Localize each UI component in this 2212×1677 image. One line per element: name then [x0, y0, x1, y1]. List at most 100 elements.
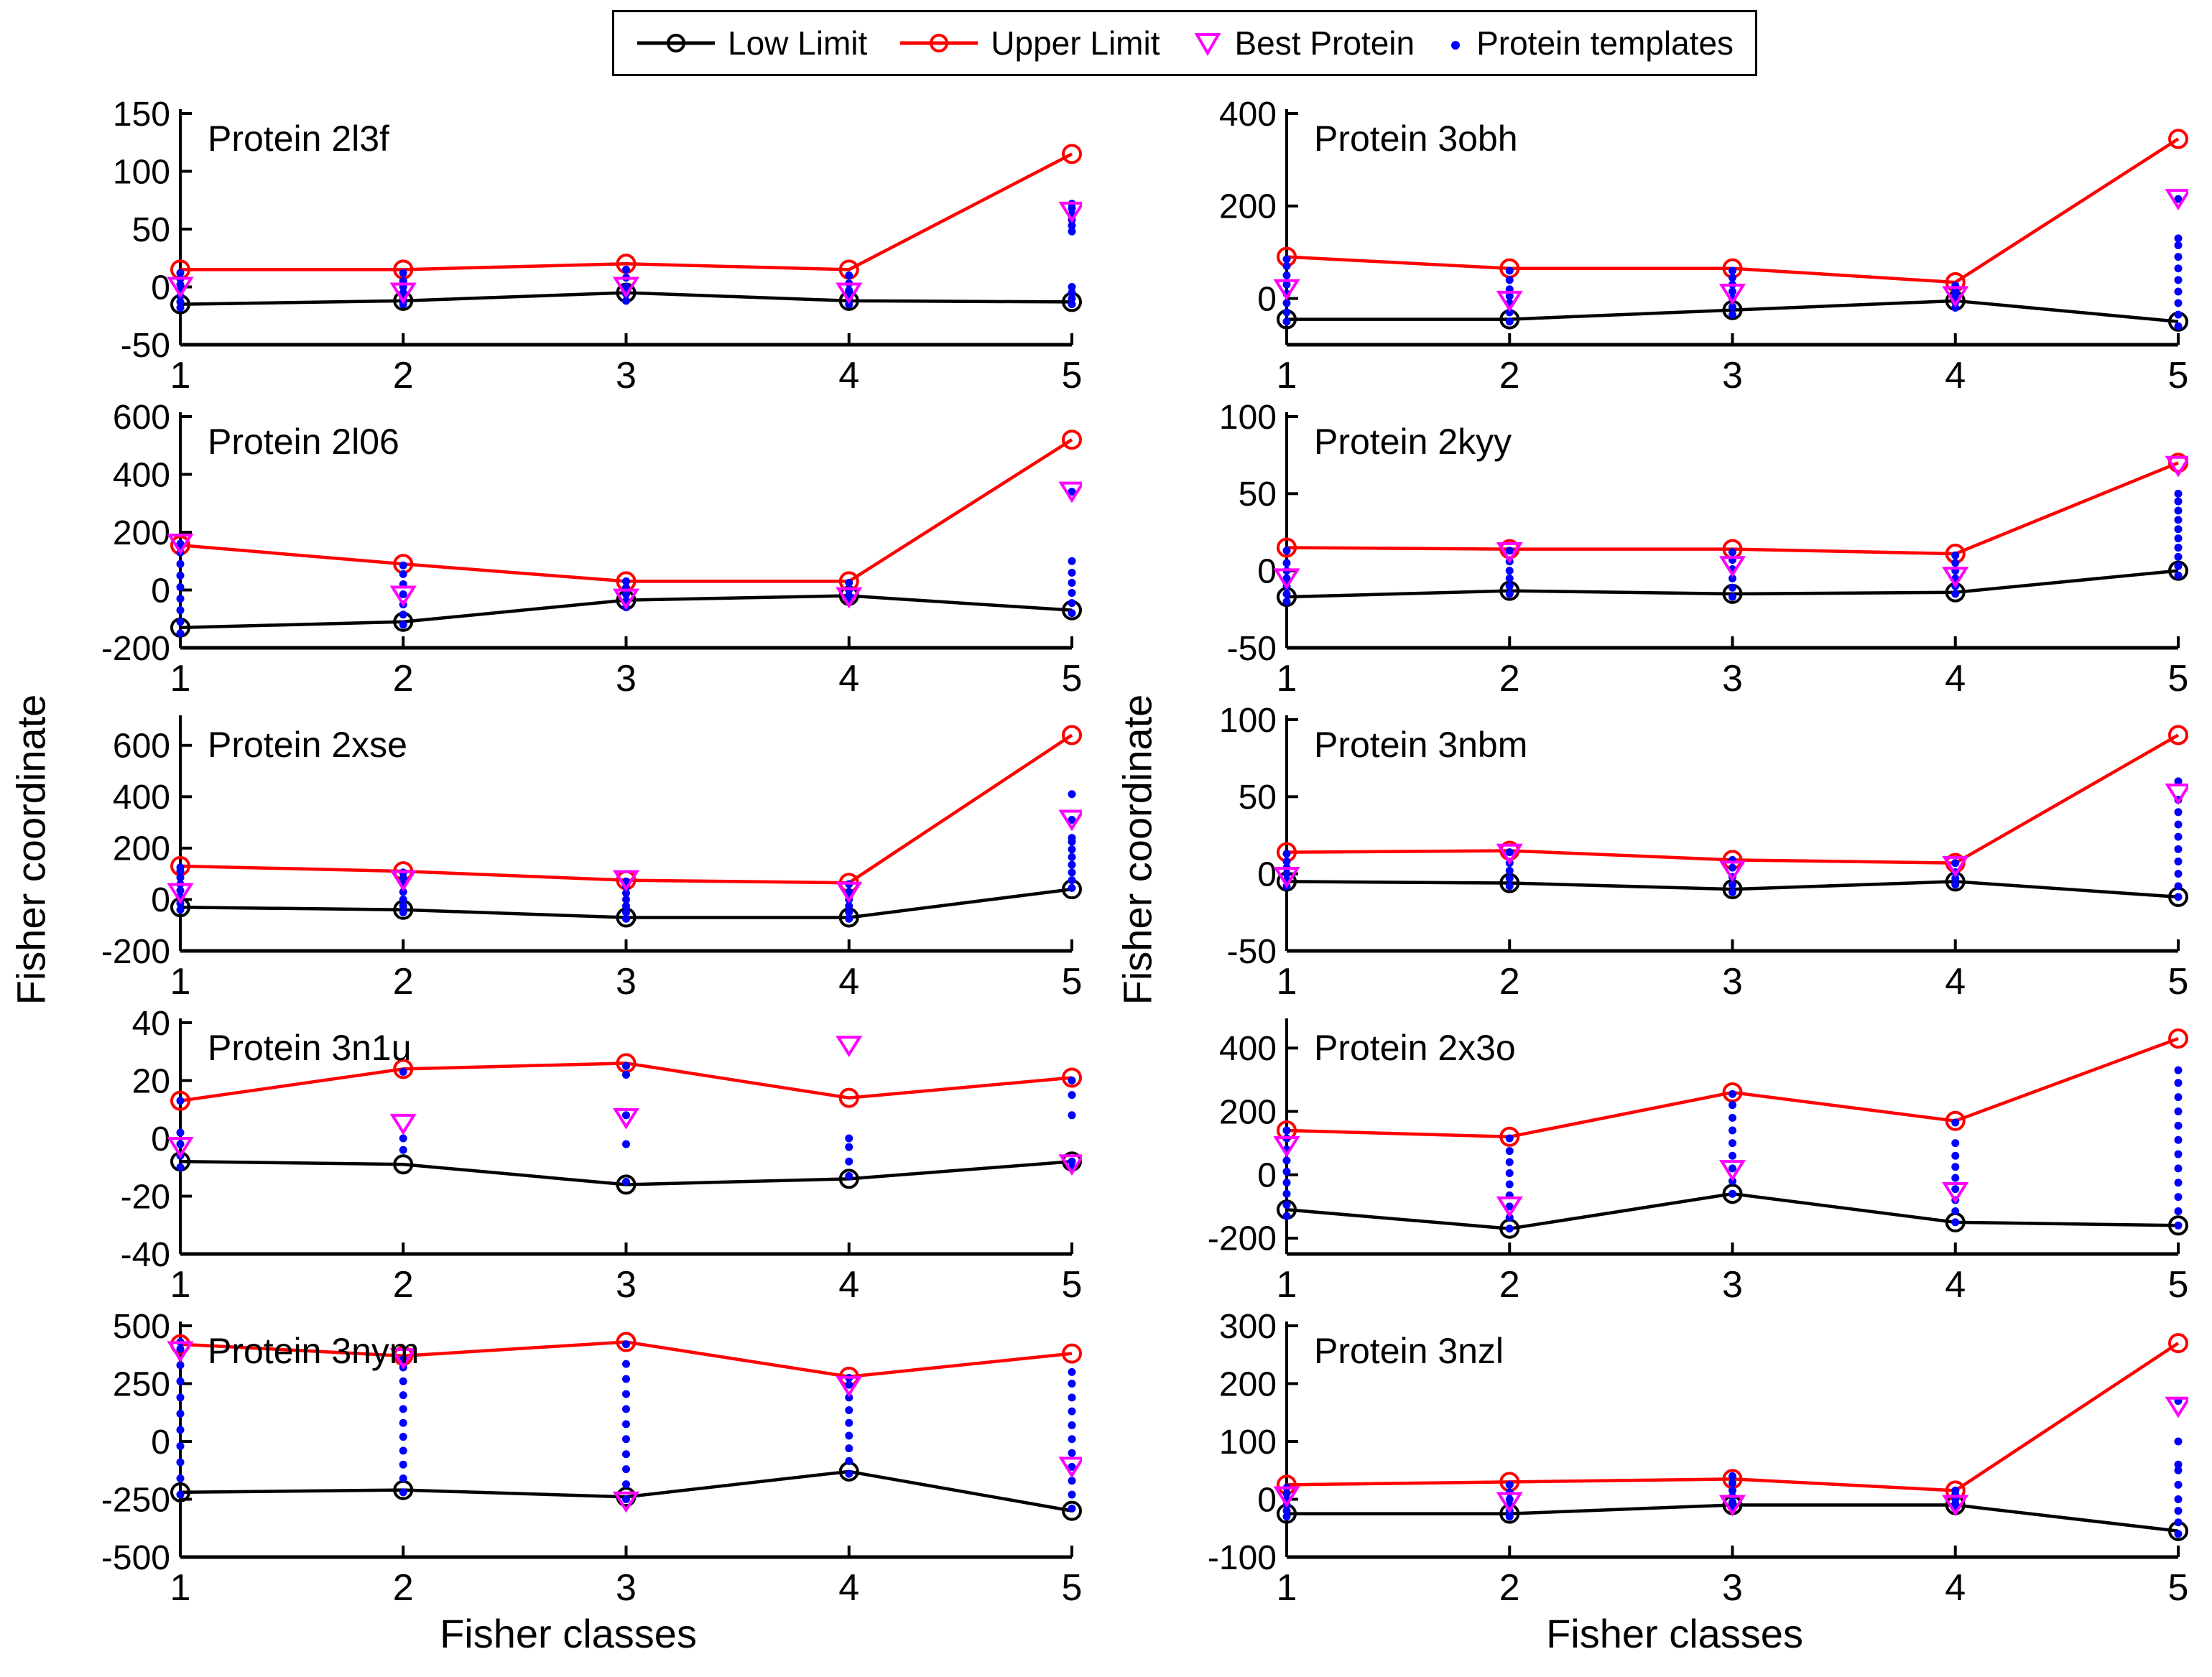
y-tick-label: 500 [113, 1308, 170, 1346]
y-tick-label: 0 [151, 1120, 170, 1158]
x-tick-label: 4 [838, 1264, 859, 1304]
y-tick-label: 600 [113, 399, 170, 437]
subplot-protein-2x3o: -200 0 200 400 1 2 3 4 5 Protein 2x3o [1208, 1018, 2188, 1304]
y-tick-label: 0 [151, 269, 170, 307]
upper-limit-markers [170, 144, 1082, 280]
x-tick-label: 3 [1722, 1264, 1743, 1304]
y-tick-label: 0 [1257, 552, 1277, 590]
y-tick-label: 200 [1219, 1365, 1277, 1403]
y-tick-label: -200 [1208, 1220, 1277, 1258]
x-tick-label: 1 [170, 961, 191, 1001]
x-tick-label: 3 [616, 1264, 637, 1304]
best-protein-markers [1273, 784, 2188, 888]
y-tick-label: 100 [1219, 399, 1277, 437]
x-tick-label: 3 [1722, 355, 1743, 395]
y-tick-label: -200 [101, 630, 170, 668]
x-tick-label: 5 [2168, 658, 2188, 698]
x-tick-label: 3 [1722, 961, 1743, 1001]
x-tick-label: 2 [1499, 1264, 1520, 1304]
x-tick-label: 2 [393, 1264, 414, 1304]
y-tick-label: -20 [121, 1178, 170, 1216]
legend-item-protein-templates: Protein templates [1446, 24, 1734, 62]
y-tick-label: 0 [1257, 855, 1277, 893]
x-tick-label: 1 [170, 1567, 191, 1607]
protein-templates-dots [1282, 195, 2183, 330]
x-tick-label: 4 [838, 658, 859, 698]
x-tick-label: 4 [838, 961, 859, 1001]
subplot-protein-3nym: -500 -250 0 250 500 1 2 3 4 5 Protein 3nym [101, 1308, 1082, 1607]
triangle-down-icon [1194, 33, 1221, 57]
subplot-title: Protein 3nzl [1314, 1331, 1504, 1371]
low-limit-line [1286, 1191, 2179, 1230]
y-tick-label: 150 [113, 96, 170, 134]
x-tick-label: 5 [1062, 658, 1082, 698]
x-tick-label: 3 [616, 658, 637, 698]
subplot-protein-3n1u: -40 -20 0 20 40 1 2 3 4 5 Protein 3n1u [121, 1005, 1082, 1304]
y-tick-label: 300 [1219, 1308, 1277, 1346]
subplot-protein-3obh: 0 200 400 1 2 3 4 5 Protein 3obh [1219, 96, 2188, 395]
x-tick-label: 1 [170, 355, 191, 395]
y-tick-label: 600 [113, 728, 170, 766]
x-tick-label: 2 [393, 355, 414, 395]
x-tick-label: 2 [393, 658, 414, 698]
x-tick-label: 3 [616, 961, 637, 1001]
x-tick-label: 1 [1277, 658, 1297, 698]
y-tick-label: 0 [1257, 1481, 1277, 1519]
subplot-title: Protein 2l3f [208, 119, 389, 159]
x-tick-label: 5 [2168, 1264, 2188, 1304]
subplot-protein-3nbm: -50 0 50 100 1 2 3 4 5 Protein 3nbm [1219, 702, 2188, 1001]
x-tick-label: 2 [1499, 355, 1520, 395]
y-tick-label: -200 [101, 933, 170, 971]
subplot-protein-2xse: -200 0 200 400 600 1 2 3 4 5 Protein 2xse [101, 715, 1082, 1001]
best-protein-markers [167, 201, 1082, 305]
column-left: Fisher coordinate -50 0 50 100 150 1 2 3 4 5 Prote… [7, 92, 1082, 1657]
y-tick-label: 0 [151, 572, 170, 610]
x-tick-label: 5 [1062, 1567, 1082, 1607]
subplot-protein-3nzl: -100 0 100 200 300 1 2 3 4 5 Protein 3nzl [1208, 1308, 2188, 1607]
y-tick-label: 100 [1219, 702, 1277, 740]
x-tick-label: 4 [1945, 355, 1966, 395]
legend-label-protein-templates: Protein templates [1476, 24, 1734, 62]
x-tick-label: 4 [838, 355, 859, 395]
x-tick-label: 1 [170, 1264, 191, 1304]
subplot-protein-2kyy: -50 0 50 100 1 2 3 4 5 Protein 2kyy [1219, 399, 2188, 698]
legend-label-low-limit: Low Limit [728, 24, 868, 62]
y-tick-label: 400 [1219, 1030, 1277, 1068]
subplot-title: Protein 3obh [1314, 119, 1518, 159]
axes [1285, 715, 2180, 953]
upper-limit-markers [1277, 452, 2188, 565]
x-tick-label: 2 [393, 961, 414, 1001]
x-tick-label: 2 [1499, 1567, 1520, 1607]
subplot-protein-2l06: -200 0 200 400 600 1 2 3 4 5 Protein 2l06 [101, 399, 1082, 698]
x-tick-label: 5 [2168, 355, 2188, 395]
x-tick-label: 5 [1062, 1264, 1082, 1304]
subplot-title: Protein 2kyy [1314, 422, 1512, 462]
y-tick-label: -50 [1227, 630, 1277, 668]
y-tick-label: -50 [1227, 933, 1277, 971]
low-limit-markers [170, 1151, 1082, 1195]
y-tick-label: 200 [113, 830, 170, 868]
protein-templates-dots [176, 1338, 1076, 1513]
legend-item-upper-limit: Upper Limit [899, 24, 1160, 62]
best-protein-markers [1273, 1136, 1969, 1218]
subplot-title: Protein 3nbm [1314, 725, 1527, 765]
x-tick-label: 5 [1062, 355, 1082, 395]
y-tick-label: 50 [132, 211, 170, 249]
subplot-title: Protein 2x3o [1314, 1028, 1516, 1068]
y-tick-label: 100 [1219, 1423, 1277, 1462]
y-axis-label-left: Fisher coordinate [8, 694, 54, 1005]
legend-label-best-protein: Best Protein [1234, 24, 1415, 62]
best-protein-markers [1273, 189, 2188, 312]
y-tick-label: 20 [132, 1062, 170, 1100]
legend: Low Limit Upper Limit Best Protein Prote… [612, 10, 1758, 76]
y-axis-label-right: Fisher coordinate [1114, 694, 1160, 1005]
y-tick-label: 0 [151, 1423, 170, 1462]
x-tick-label: 4 [1945, 961, 1966, 1001]
protein-templates-dots [1282, 1066, 2183, 1233]
x-tick-label: 4 [838, 1567, 859, 1607]
subplot-title: Protein 2l06 [208, 422, 399, 462]
x-tick-label: 2 [1499, 961, 1520, 1001]
best-protein-markers [167, 481, 1082, 610]
y-tick-label: -40 [121, 1236, 170, 1274]
x-tick-label: 1 [170, 658, 191, 698]
